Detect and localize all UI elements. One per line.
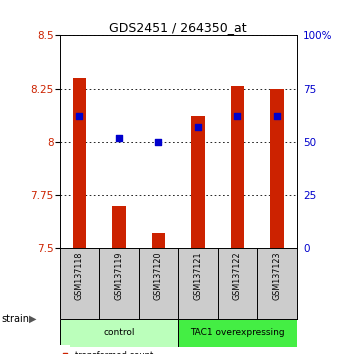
Bar (73, 78, 86, 248)
Text: TAC1 overexpressing: TAC1 overexpressing (190, 329, 285, 337)
Text: GSM137119: GSM137119 (115, 252, 123, 300)
Point (274, 113, 280, 119)
Text: GSM137121: GSM137121 (193, 252, 203, 300)
Bar (270, 88, 284, 248)
Bar (151, 233, 165, 248)
Bar (112, 206, 126, 248)
Point (156, 139, 161, 144)
Text: transformed count: transformed count (75, 351, 153, 354)
Text: strain: strain (2, 314, 30, 324)
Bar (60, 319, 178, 347)
Point (195, 124, 201, 130)
Point (77, 113, 82, 119)
Bar (178, 319, 297, 347)
Text: GSM137118: GSM137118 (75, 252, 84, 300)
Text: GSM137123: GSM137123 (272, 252, 281, 300)
Text: GSM137122: GSM137122 (233, 252, 242, 300)
Bar (231, 86, 244, 248)
Text: ▶: ▶ (29, 314, 36, 324)
Bar (191, 116, 205, 248)
Text: GSM137120: GSM137120 (154, 252, 163, 300)
Point (116, 135, 122, 140)
Text: control: control (103, 329, 135, 337)
Title: GDS2451 / 264350_at: GDS2451 / 264350_at (109, 21, 247, 34)
Point (235, 113, 240, 119)
Point (62, 352, 68, 354)
